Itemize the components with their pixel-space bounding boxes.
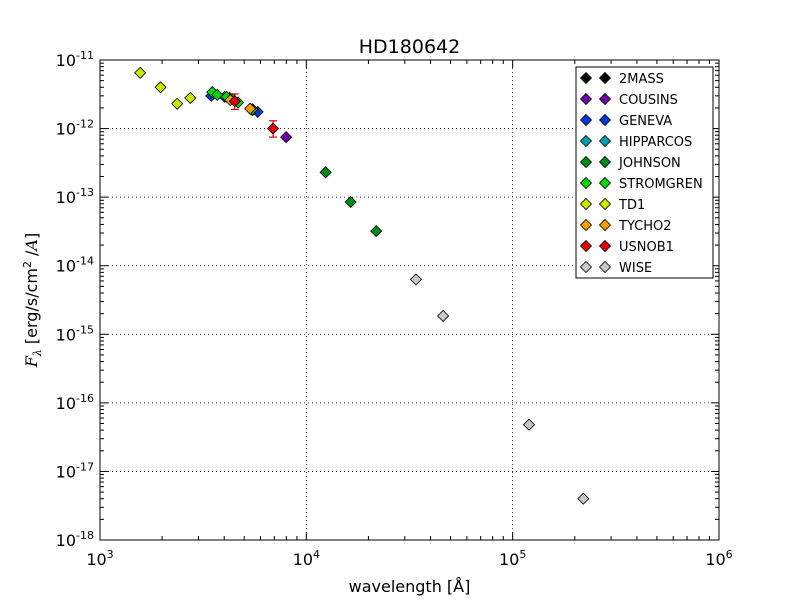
- legend-marker-geneva: [579, 113, 593, 127]
- x-tick-label: 105: [499, 548, 526, 569]
- x-axis-label: wavelength [Å]: [349, 577, 471, 596]
- legend-label-cousins: COUSINS: [619, 93, 678, 108]
- legend-marker-johnson: [579, 155, 593, 169]
- wise-point: [409, 273, 423, 286]
- johnson-point: [344, 195, 357, 209]
- johnson-point: [319, 166, 332, 179]
- legend-label-tycho2: TYCHO2: [618, 219, 672, 234]
- legend-box: [575, 66, 714, 279]
- legend-label-wise: WISE: [619, 261, 652, 276]
- stromgren-point: [211, 88, 224, 101]
- x-tick-labels: 103 104 105 106: [86, 548, 732, 569]
- y-tick-label: 10-18: [56, 529, 94, 550]
- legend-marker-cousins: [579, 92, 593, 106]
- legend-marker-hipparcos: [598, 134, 612, 148]
- axis-ticks: [99, 59, 720, 541]
- legend-marker-2mass: [579, 71, 593, 85]
- wise-point: [577, 492, 590, 505]
- x-tick-label: 103: [86, 548, 113, 569]
- chart-title: HD180642: [359, 36, 460, 58]
- y-tick-labels: 10-18 10-17 10-16 10-15 10-14 10-13 10-12 10-11: [56, 49, 94, 550]
- y-tick-label: 10-11: [56, 49, 94, 70]
- wise-point: [437, 309, 450, 323]
- y-tick-label: 10-14: [56, 255, 94, 276]
- td1-point: [171, 97, 184, 110]
- legend-label-2mass: 2MASS: [619, 72, 664, 87]
- svg-text:Fλ [erg/s/cm2 /A]: Fλ [erg/s/cm2 /A]: [21, 233, 44, 369]
- data-markers: [134, 66, 590, 505]
- legend-marker-hipparcos: [579, 134, 593, 148]
- legend-marker-usnob1: [598, 239, 612, 253]
- y-tick-label: 10-17: [56, 460, 94, 481]
- td1-point: [134, 66, 147, 79]
- legend-marker-geneva: [598, 113, 612, 127]
- y-tick-label: 10-13: [56, 186, 94, 207]
- legend-marker-tycho2: [579, 218, 593, 232]
- legend-marker-cousins: [598, 92, 612, 106]
- legend-marker-johnson: [598, 155, 612, 169]
- legend-marker-wise: [579, 260, 593, 274]
- legend-marker-wise: [598, 260, 612, 274]
- usnob1-point: [228, 95, 241, 108]
- legend-marker-td1: [598, 197, 612, 211]
- legend-marker-usnob1: [579, 239, 593, 253]
- y-tick-label: 10-15: [56, 323, 94, 344]
- y-axis-label: Fλ [erg/s/cm2 /A]: [21, 233, 44, 369]
- legend-label-geneva: GENEVA: [619, 114, 672, 129]
- y-tick-label: 10-16: [56, 392, 94, 413]
- legend-marker-tycho2: [598, 218, 612, 232]
- x-tick-label: 104: [293, 548, 320, 569]
- legend-marker-stromgren: [598, 176, 612, 190]
- grid-lines: [100, 60, 719, 540]
- legend-label-stromgren: STROMGREN: [619, 177, 703, 192]
- tycho2-point: [244, 102, 257, 115]
- johnson-point: [370, 225, 383, 238]
- legend-marker-2mass: [598, 71, 612, 85]
- legend-label-usnob1: USNOB1: [619, 240, 674, 255]
- td1-point: [154, 81, 167, 94]
- wise-point: [522, 418, 536, 431]
- legend: 2MASS COUSINS GENEVA HIPPARCOS JOHNSON STROMG…: [575, 66, 714, 279]
- legend-marker-stromgren: [579, 176, 593, 190]
- td1-point: [184, 91, 197, 104]
- usnob1-point: [267, 122, 280, 135]
- legend-label-hipparcos: HIPPARCOS: [619, 135, 692, 150]
- legend-marker-td1: [579, 197, 593, 211]
- plot-frame: [99, 59, 720, 541]
- cousins-point: [280, 131, 293, 144]
- y-tick-label: 10-12: [56, 118, 94, 139]
- legend-label-johnson: JOHNSON: [618, 156, 681, 171]
- x-tick-label: 106: [705, 548, 732, 569]
- legend-label-td1: TD1: [618, 198, 645, 213]
